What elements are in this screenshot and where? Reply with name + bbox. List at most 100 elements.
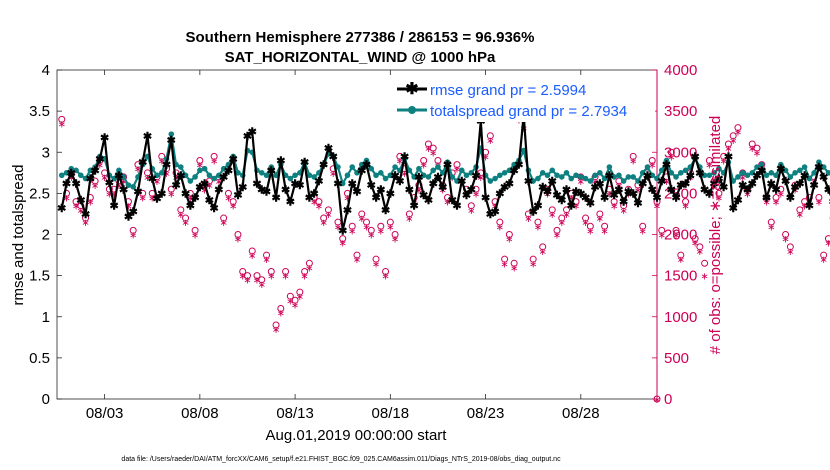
y-right-tick-label: 3000	[664, 144, 697, 161]
totalspread-point	[411, 174, 417, 180]
totalspread-point	[120, 174, 127, 180]
obs-assimilated-point: ∗	[381, 272, 389, 283]
totalspread-point	[592, 172, 598, 179]
y-left-tick-label: 0	[42, 391, 50, 408]
rmse-point: ✱	[776, 164, 785, 176]
obs-possible-point	[739, 169, 747, 177]
obs-assimilated-point: ∗	[572, 202, 580, 213]
obs-assimilated-point: ∗	[239, 272, 247, 283]
totalspread-point	[344, 172, 351, 179]
obs-assimilated-point: ∗	[286, 296, 294, 307]
rmse-point: ✱	[795, 179, 804, 191]
x-tick-label: 08/03	[86, 405, 124, 422]
totalspread-point	[178, 164, 184, 170]
rmse-point: ✱	[710, 179, 719, 191]
obs-assimilated-point: ∗	[358, 214, 366, 225]
totalspread-point	[444, 159, 451, 165]
rmse-point: ✱	[552, 190, 561, 202]
rmse-point: ✱	[248, 127, 257, 139]
rmse-point: ✱	[729, 203, 738, 215]
totalspread-point	[711, 170, 717, 176]
obs-assimilated-point: ∗	[224, 193, 232, 204]
obs-assimilated-point: ∗	[124, 202, 132, 213]
obs-assimilated-point: ∗	[181, 218, 189, 229]
obs-assimilated-point: ∗	[119, 177, 127, 188]
rmse-point: ✱	[748, 179, 757, 191]
obs-assimilated-point: ∗	[134, 165, 142, 176]
obs-possible-point	[801, 198, 809, 206]
obs-possible-point	[677, 251, 685, 259]
obs-assimilated-point: ∗	[77, 206, 85, 217]
rmse-point: ✱	[686, 170, 695, 182]
totalspread-point	[625, 174, 632, 180]
totalspread-point	[744, 172, 751, 179]
totalspread-point	[501, 170, 508, 176]
obs-possible-point	[167, 185, 175, 193]
rmse-point: ✱	[114, 170, 123, 182]
obs-assimilated-point: ∗	[86, 198, 94, 209]
totalspread-point	[768, 170, 775, 176]
x-axis-start-label: Aug.01,2019 00:00:00 start	[266, 427, 448, 444]
rmse-point: ✱	[452, 201, 461, 213]
obs-assimilated-point: ∗	[653, 202, 661, 213]
rmse-point: ✱	[814, 162, 823, 174]
rmse-point: ✱	[576, 188, 585, 200]
totalspread-point	[573, 172, 579, 179]
rmse-point: ✱	[471, 170, 480, 182]
obs-possible-point	[420, 156, 428, 164]
rmse-point: ✱	[757, 165, 766, 177]
rmse-point: ✱	[681, 179, 690, 191]
obs-possible-point	[667, 148, 675, 156]
rmse-point: ✱	[581, 192, 590, 204]
rmse-point: ✱	[443, 160, 452, 172]
obs-assimilated-point: ∗	[815, 198, 823, 209]
obs-assimilated-point: ∗	[296, 292, 304, 303]
obs-possible-point	[758, 161, 766, 169]
rmse-point: ✱	[462, 190, 471, 202]
totalspread-point	[797, 167, 803, 174]
totalspread-point	[616, 172, 622, 179]
rmse-point: ✱	[738, 180, 747, 192]
rmse-point: ✱	[319, 160, 328, 172]
rmse-point: ✱	[362, 160, 371, 172]
rmse-point: ✱	[148, 174, 157, 186]
obs-possible-point	[777, 185, 785, 193]
obs-possible-point	[539, 243, 547, 251]
obs-possible-point	[258, 276, 266, 284]
obs-assimilated-point: ∗	[819, 255, 827, 266]
obs-assimilated-point: ∗	[267, 272, 275, 283]
obs-possible-point	[277, 305, 285, 313]
obs-assimilated-point: ∗	[739, 173, 747, 184]
totalspread-point	[358, 161, 365, 168]
obs-possible-point	[367, 226, 375, 234]
obs-possible-point	[320, 214, 328, 222]
rmse-point: ✱	[486, 209, 495, 221]
rmse-point: ✱	[405, 184, 414, 196]
obs-possible-point	[239, 268, 247, 276]
obs-possible-point	[563, 206, 571, 214]
y-right-tick-label: 2000	[664, 227, 697, 244]
obs-assimilated-point: ∗	[667, 152, 675, 163]
totalspread-point	[216, 172, 222, 179]
totalspread-point	[606, 164, 613, 170]
obs-assimilated-point: ∗	[324, 210, 332, 221]
totalspread-point	[806, 175, 813, 182]
totalspread-point	[292, 172, 298, 179]
obs-possible-point	[429, 144, 437, 152]
obs-assimilated-point: ∗	[429, 148, 437, 159]
obs-assimilated-point: ∗	[781, 235, 789, 246]
obs-assimilated-point: ∗	[677, 255, 685, 266]
obs-possible-point	[391, 231, 399, 238]
totalspread-point	[192, 174, 198, 180]
rmse-point: ✱	[219, 172, 228, 184]
rmse-point: ✱	[419, 190, 428, 202]
obs-assimilated-point: ∗	[548, 210, 556, 221]
obs-assimilated-point: ∗	[129, 231, 137, 242]
totalspread-point	[392, 164, 398, 170]
rmse-point: ✱	[490, 206, 499, 218]
obs-assimilated-point: ∗	[248, 251, 256, 262]
rmse-point: ✱	[457, 176, 466, 188]
rmse-point: ✱	[262, 187, 271, 199]
chart-title-line2: SAT_HORIZONTAL_WIND @ 1000 hPa	[225, 49, 496, 66]
